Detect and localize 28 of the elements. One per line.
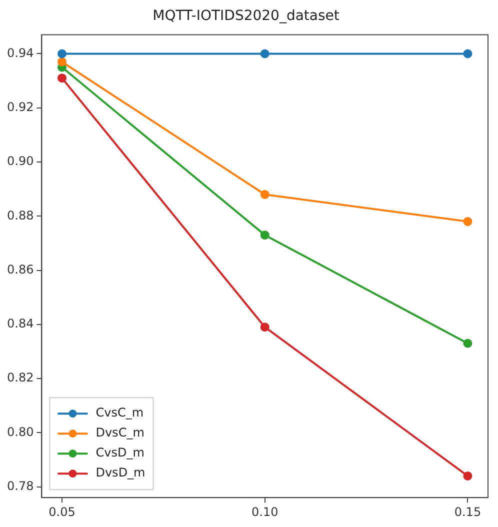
legend-label: CvsD_m [96,446,144,460]
point [260,230,270,240]
legend-label: DvsD_m [96,466,146,480]
y-tick-label: 0.84 [7,316,34,331]
y-tick-label: 0.94 [7,46,34,60]
legend-label: CvsC_m [96,406,144,420]
x-tick-label: 0.10 [252,504,278,519]
y-tick-label: 0.82 [7,370,34,385]
y-tick-label: 0.92 [7,100,34,114]
x-tick-label: 0.05 [48,504,76,519]
point [260,322,270,332]
point [58,49,67,58]
point [463,217,472,226]
y-tick-label: 0.80 [7,424,34,439]
y-tick-label: 0.90 [7,154,34,168]
point [463,338,472,348]
point [260,190,270,199]
y-tick-label: 0.86 [7,262,34,276]
x-tick-label: 0.15 [454,504,482,519]
chart-title: MQTT-IOTIDS2020_dataset [152,8,340,24]
point [463,471,472,480]
y-tick-label: 0.78 [7,478,34,493]
point [260,49,270,58]
legend-label: DvsC_m [96,426,144,440]
y-tick-label: 0.88 [7,208,34,222]
point [58,74,67,83]
point [463,49,472,58]
point [58,57,67,66]
